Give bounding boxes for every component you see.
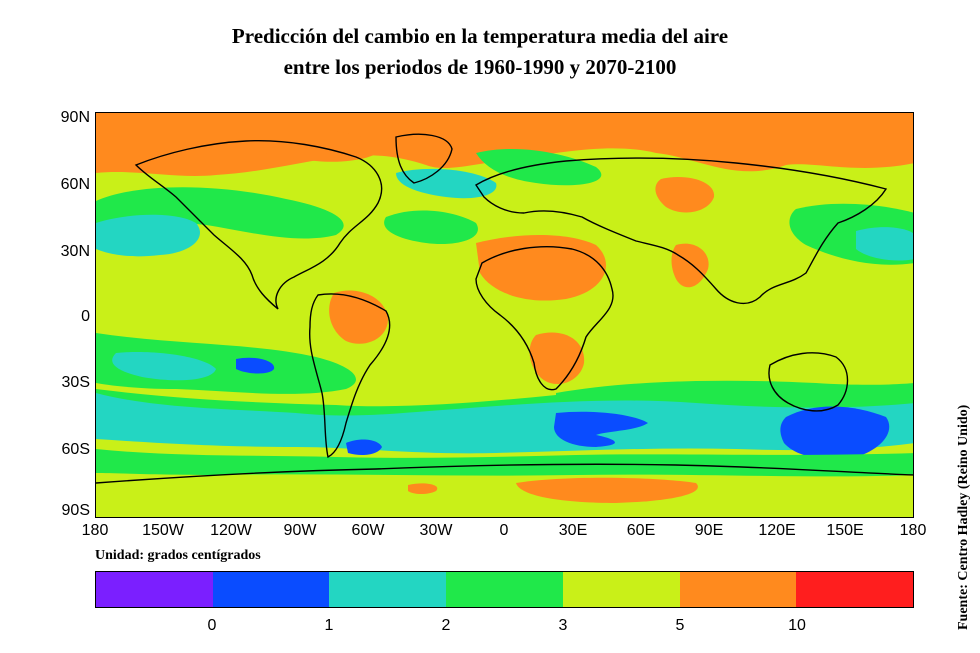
legend-swatch-6	[796, 572, 914, 607]
north-atlantic-high-green-zone	[476, 148, 602, 186]
unit-label: Unidad: grados centígrados	[95, 548, 261, 563]
india-warm-zone	[671, 243, 709, 288]
lon-label-120w: 120W	[210, 522, 252, 539]
legend-tick-3: 3	[558, 617, 568, 634]
lon-label-120e: 120E	[758, 522, 796, 539]
legend-swatch-1	[212, 572, 330, 607]
legend-swatch-4	[562, 572, 680, 607]
north-atlantic-green-zone	[384, 210, 478, 245]
greenland-coastline	[395, 133, 453, 184]
north-pacific-cool-zone	[96, 214, 200, 257]
lon-label-90e: 90E	[694, 522, 724, 539]
central-asia-warm-zone	[655, 177, 715, 213]
lon-label-150e: 150E	[826, 522, 864, 539]
southern-indian-cold-zone	[554, 411, 648, 447]
lon-label-150w: 150W	[142, 522, 184, 539]
lon-label-60w: 60W	[351, 522, 385, 539]
north-america-coastline	[134, 139, 383, 310]
lat-label-30s: 30S	[61, 374, 90, 391]
map-title-line-2: entre los periodos de 1960-1990 y 2070-2…	[283, 55, 677, 79]
north-atlantic-cool-zone	[396, 168, 497, 199]
lon-label-180w: 180	[81, 522, 109, 539]
lon-label-30e: 30E	[558, 522, 588, 539]
legend-tick-10: 10	[788, 617, 806, 634]
lon-label-90w: 90W	[283, 522, 317, 539]
northeast-pacific-cool-zone	[856, 227, 913, 261]
eurasia-coastline	[475, 157, 888, 305]
australia-coastline	[768, 352, 849, 412]
legend-tick-0: 0	[207, 617, 217, 634]
lon-label-0: 0	[499, 522, 509, 539]
color-legend-bar	[95, 571, 914, 608]
legend-swatch-0	[96, 572, 213, 607]
lat-label-60s: 60S	[61, 441, 90, 458]
antarctic-coast-green-zone	[96, 449, 913, 477]
legend-swatch-3	[446, 572, 563, 607]
antarctic-warm-zone	[516, 477, 698, 503]
map-title-line-1: Predicción del cambio en la temperatura …	[231, 24, 729, 48]
source-credit: Fuente: Centro Hadley (Reino Unido)	[956, 404, 971, 630]
lon-label-180e: 180	[899, 522, 927, 539]
africa-coastline	[475, 246, 614, 391]
lon-label-60e: 60E	[626, 522, 656, 539]
lat-label-30n: 30N	[60, 243, 90, 260]
south-america-coastline	[308, 293, 391, 459]
legend-swatch-5	[679, 572, 797, 607]
lat-label-0: 0	[81, 308, 90, 325]
south-pacific-cool-zone	[112, 351, 216, 381]
lon-label-30w: 30W	[419, 522, 453, 539]
legend-swatch-2	[329, 572, 447, 607]
legend-tick-2: 2	[441, 617, 451, 634]
south-pacific-cold-zone	[236, 357, 275, 374]
antarctica-coastline	[96, 463, 913, 484]
lat-label-90n: 90N	[60, 109, 90, 126]
tasman-cold-zone	[780, 406, 890, 460]
legend-tick-5: 5	[675, 617, 685, 634]
legend-tick-1: 1	[324, 617, 334, 634]
coastlines	[96, 133, 913, 484]
north-pacific-green-zone	[96, 187, 344, 239]
lat-label-90s: 90S	[61, 502, 90, 519]
temperature-change-map	[95, 112, 914, 518]
southern-ocean-cool-zone	[96, 393, 913, 454]
lat-label-60n: 60N	[60, 176, 90, 193]
antarctic-warm-zone-small	[408, 483, 438, 494]
south-atlantic-cold-zone	[346, 439, 382, 455]
